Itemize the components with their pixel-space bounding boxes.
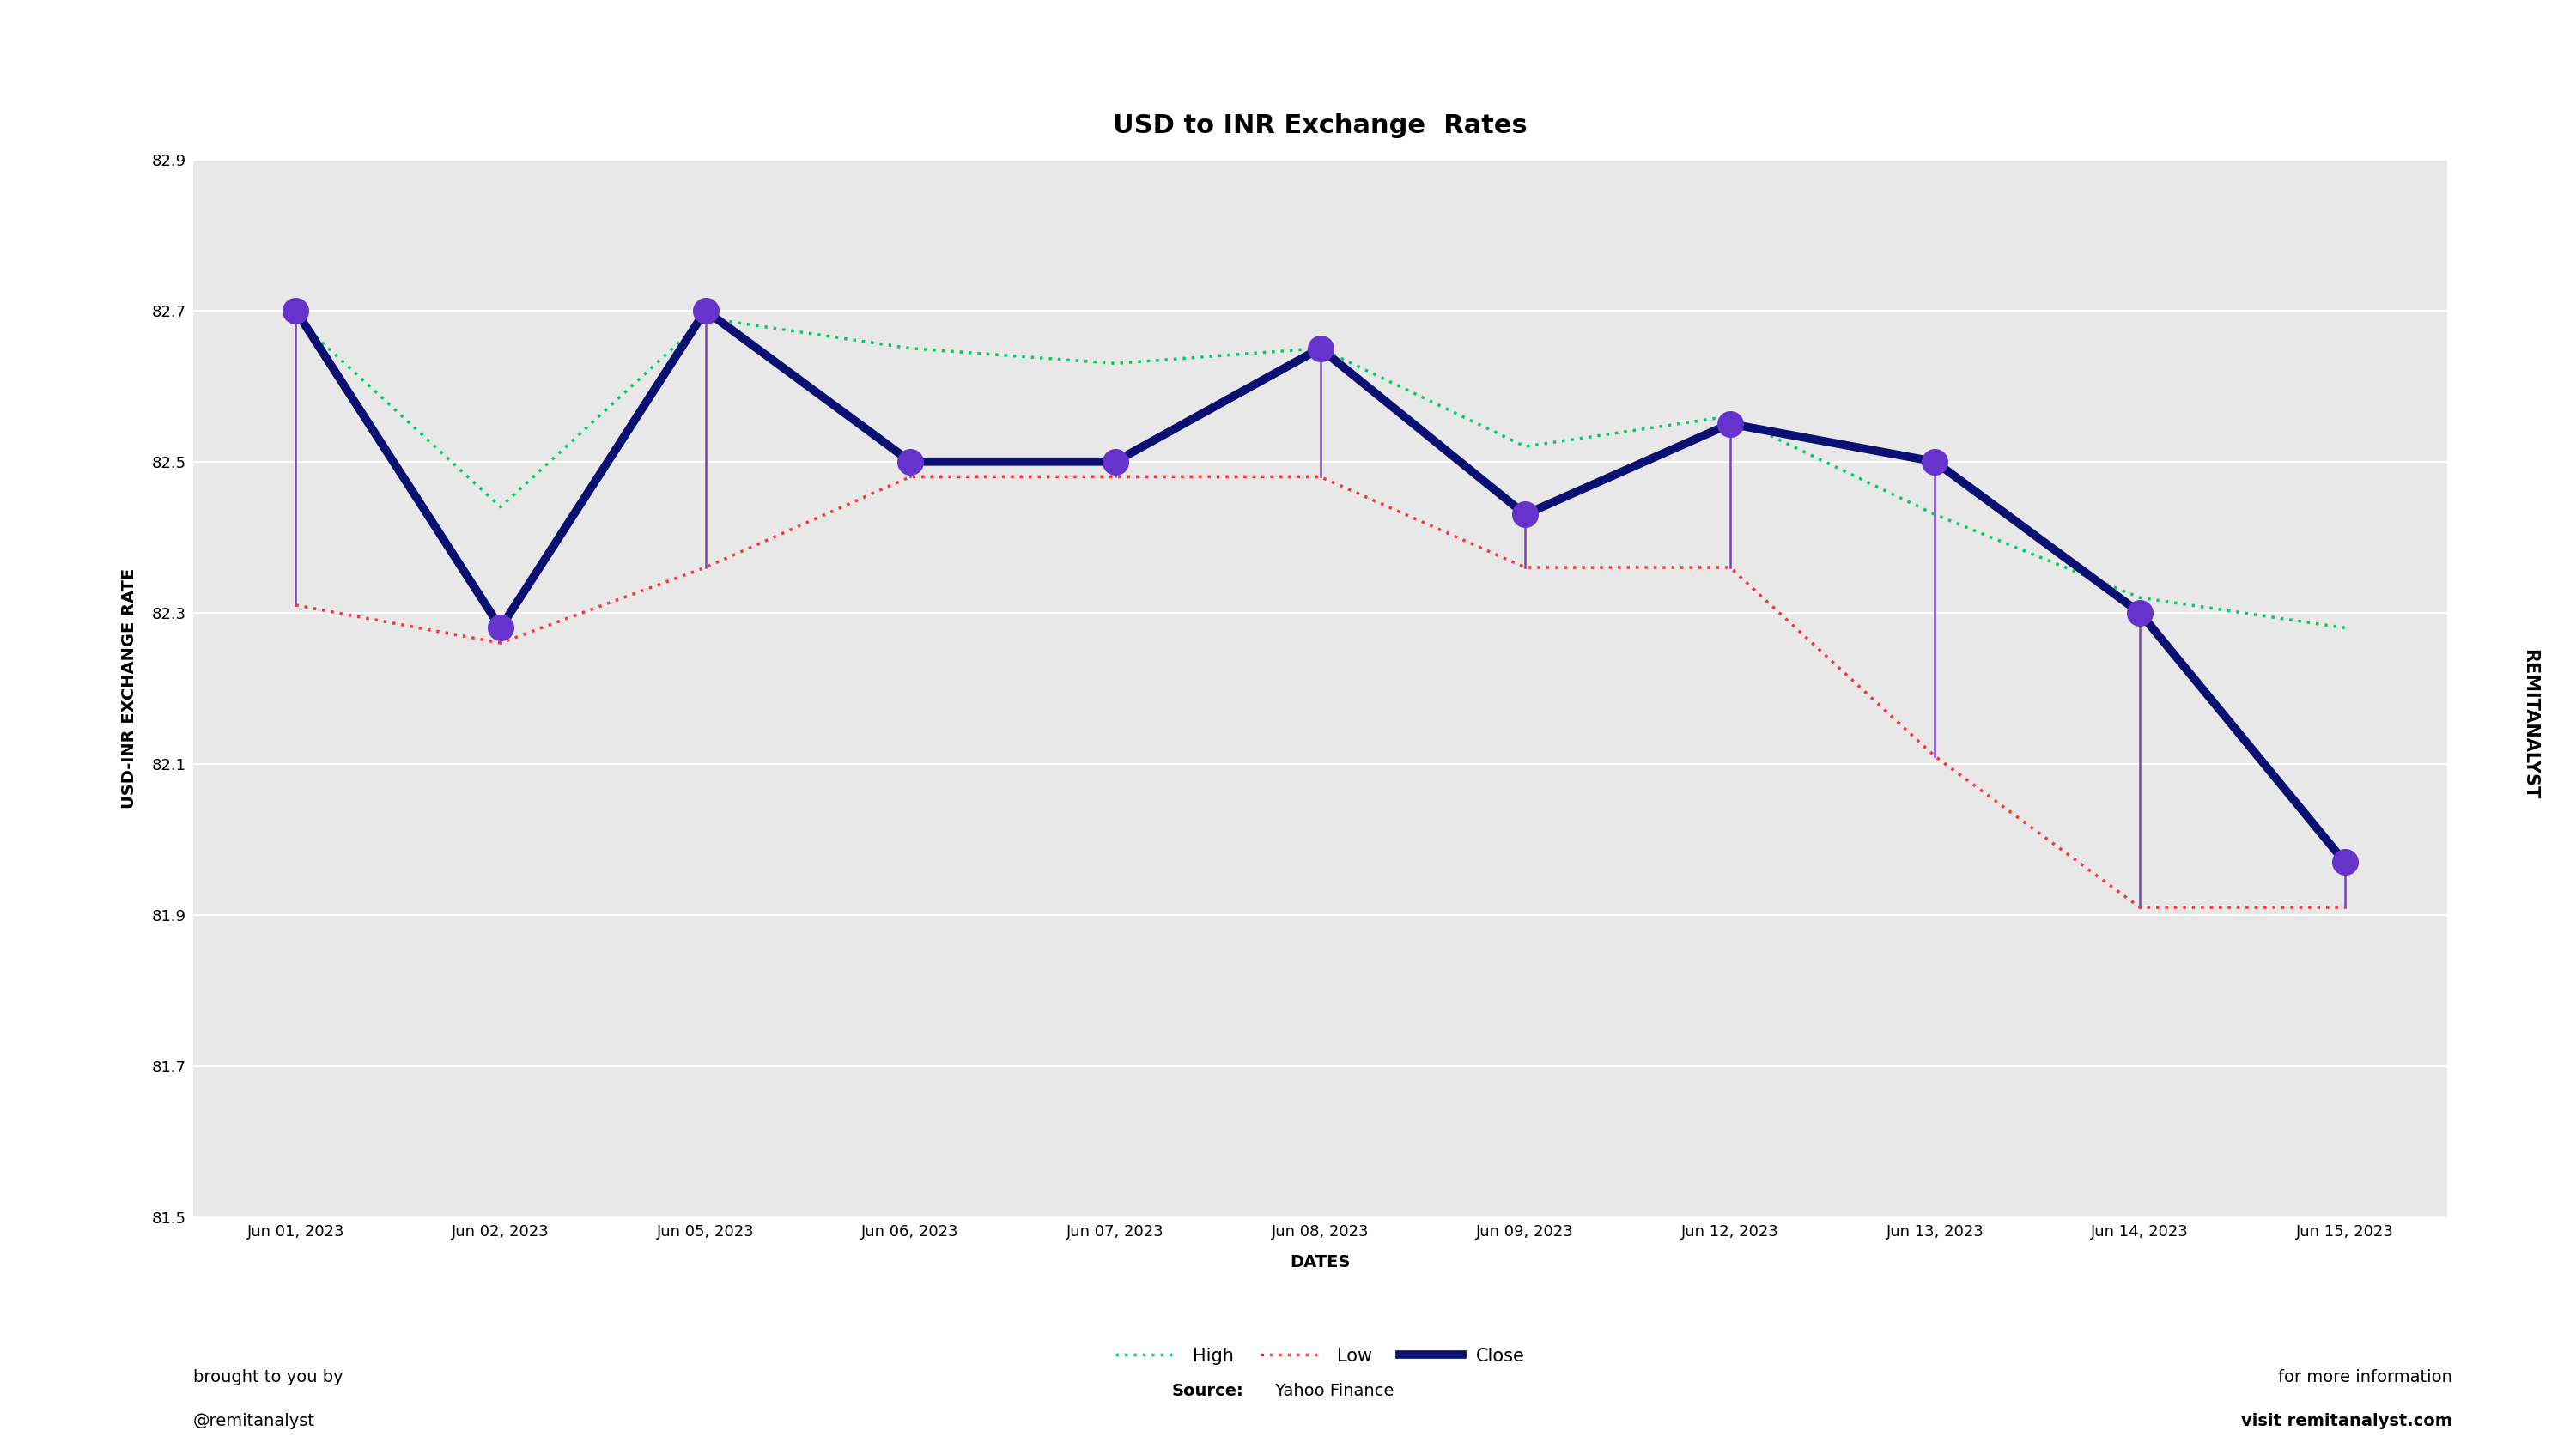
Low — [894, 468, 925, 485]
High — [1303, 339, 1334, 356]
Close — [281, 301, 312, 319]
Low — [2329, 898, 2360, 916]
Low — [281, 597, 312, 614]
High — [1510, 438, 1540, 455]
Text: @remitanalyst: @remitanalyst — [193, 1413, 314, 1429]
Text: Source:: Source: — [1172, 1382, 1244, 1400]
Close — [1510, 506, 1540, 523]
Y-axis label: USD-INR EXCHANGE RATE: USD-INR EXCHANGE RATE — [121, 568, 137, 809]
Close — [484, 619, 515, 636]
Text: for more information: for more information — [2277, 1369, 2452, 1385]
Point — [1710, 413, 1752, 436]
Point — [1095, 451, 1136, 474]
Line: Close: Close — [296, 310, 2344, 862]
Close — [1919, 454, 1950, 471]
High — [1919, 506, 1950, 523]
Point — [1914, 451, 1955, 474]
Point — [2324, 851, 2365, 874]
Close — [1100, 454, 1131, 471]
Low — [1919, 748, 1950, 765]
Low — [690, 559, 721, 577]
Point — [1504, 503, 1546, 526]
Text: Yahoo Finance: Yahoo Finance — [1270, 1382, 1394, 1400]
High — [281, 310, 312, 327]
High — [1716, 407, 1747, 425]
Close — [894, 454, 925, 471]
Close — [2329, 853, 2360, 871]
Title: USD to INR Exchange  Rates: USD to INR Exchange Rates — [1113, 113, 1528, 138]
High — [2329, 619, 2360, 636]
High — [1100, 355, 1131, 372]
High — [690, 310, 721, 327]
Close — [1303, 339, 1334, 356]
Close — [690, 301, 721, 319]
Low — [1100, 468, 1131, 485]
Text: brought to you by: brought to you by — [193, 1369, 343, 1385]
Point — [685, 298, 726, 322]
Low — [1716, 559, 1747, 577]
Text: REMITANALYST: REMITANALYST — [2522, 649, 2537, 800]
High — [484, 498, 515, 516]
Point — [276, 298, 317, 322]
Close — [2125, 604, 2156, 622]
High — [2125, 588, 2156, 606]
Point — [2120, 601, 2161, 625]
Point — [1298, 336, 1340, 359]
Line: Low: Low — [296, 477, 2344, 907]
Legend: High, Low, Close: High, Low, Close — [1108, 1340, 1533, 1372]
Low — [2125, 898, 2156, 916]
X-axis label: DATES: DATES — [1291, 1253, 1350, 1271]
Point — [889, 451, 930, 474]
Low — [484, 635, 515, 652]
Low — [1303, 468, 1334, 485]
Close — [1716, 416, 1747, 433]
Low — [1510, 559, 1540, 577]
Text: visit remitanalyst.com: visit remitanalyst.com — [2241, 1413, 2452, 1429]
Line: High: High — [296, 319, 2344, 627]
Point — [479, 616, 520, 639]
High — [894, 339, 925, 356]
